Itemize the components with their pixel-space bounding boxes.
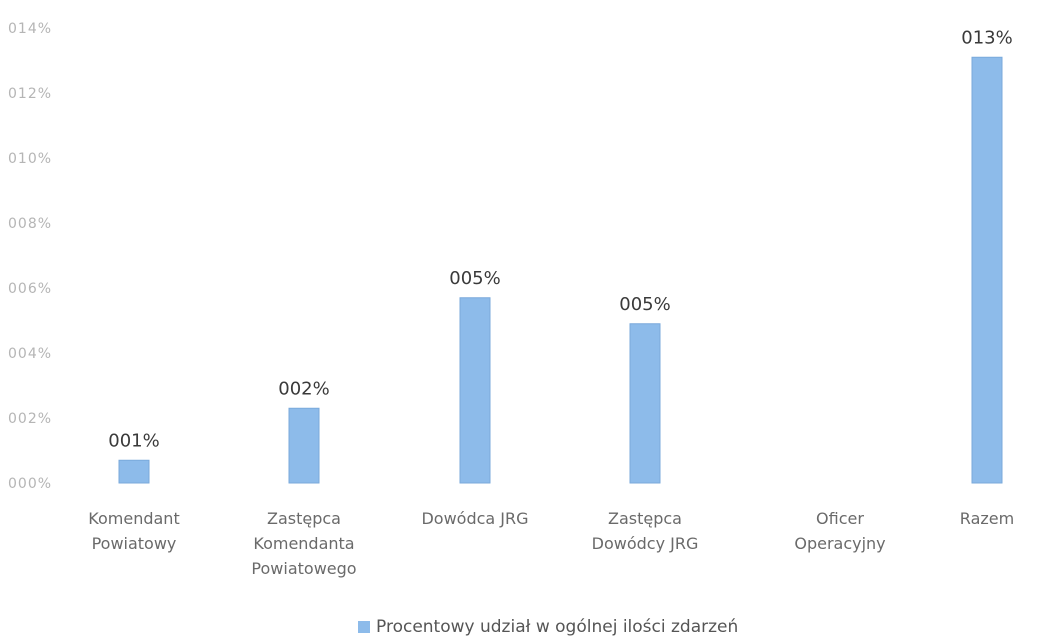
legend-label: Procentowy udział w ogólnej ilości zdarz…	[376, 617, 738, 637]
y-tick-label: 012%	[8, 86, 52, 102]
y-tick-label: 010%	[8, 151, 52, 167]
data-label: 013%	[961, 27, 1012, 48]
x-tick-label: Zastępca Dowódcy JRG	[592, 509, 699, 553]
data-label: 002%	[278, 378, 329, 399]
bar	[459, 297, 491, 484]
y-tick-label: 002%	[8, 411, 52, 427]
x-tick-label: Oficer Operacyjny	[794, 509, 885, 553]
data-label: 005%	[449, 268, 500, 289]
y-axis: 000% 002% 004% 006% 008% 010% 012% 014%	[8, 21, 52, 492]
x-tick-label: Razem	[960, 509, 1014, 528]
data-label: 001%	[108, 430, 159, 451]
x-tick-label: Dowódca JRG	[421, 509, 528, 528]
legend: Procentowy udział w ogólnej ilości zdarz…	[358, 617, 738, 637]
y-tick-label: 008%	[8, 216, 52, 232]
bar	[971, 56, 1003, 484]
bar	[288, 407, 320, 484]
data-labels: 001% 002% 005% 005% 013%	[108, 27, 1012, 451]
legend-swatch	[358, 621, 370, 633]
data-label: 005%	[619, 294, 670, 315]
bar	[118, 459, 150, 484]
y-tick-label: 004%	[8, 346, 52, 362]
y-tick-label: 014%	[8, 21, 52, 37]
x-axis: Komendant Powiatowy Zastępca Komendanta Powi…	[88, 509, 1014, 578]
y-tick-label: 000%	[8, 476, 52, 492]
bars	[118, 56, 1003, 484]
y-tick-label: 006%	[8, 281, 52, 297]
x-tick-label: Zastępca Komendanta Powiatowego	[251, 509, 356, 578]
bar	[629, 323, 661, 484]
x-tick-label: Komendant Powiatowy	[88, 509, 179, 553]
